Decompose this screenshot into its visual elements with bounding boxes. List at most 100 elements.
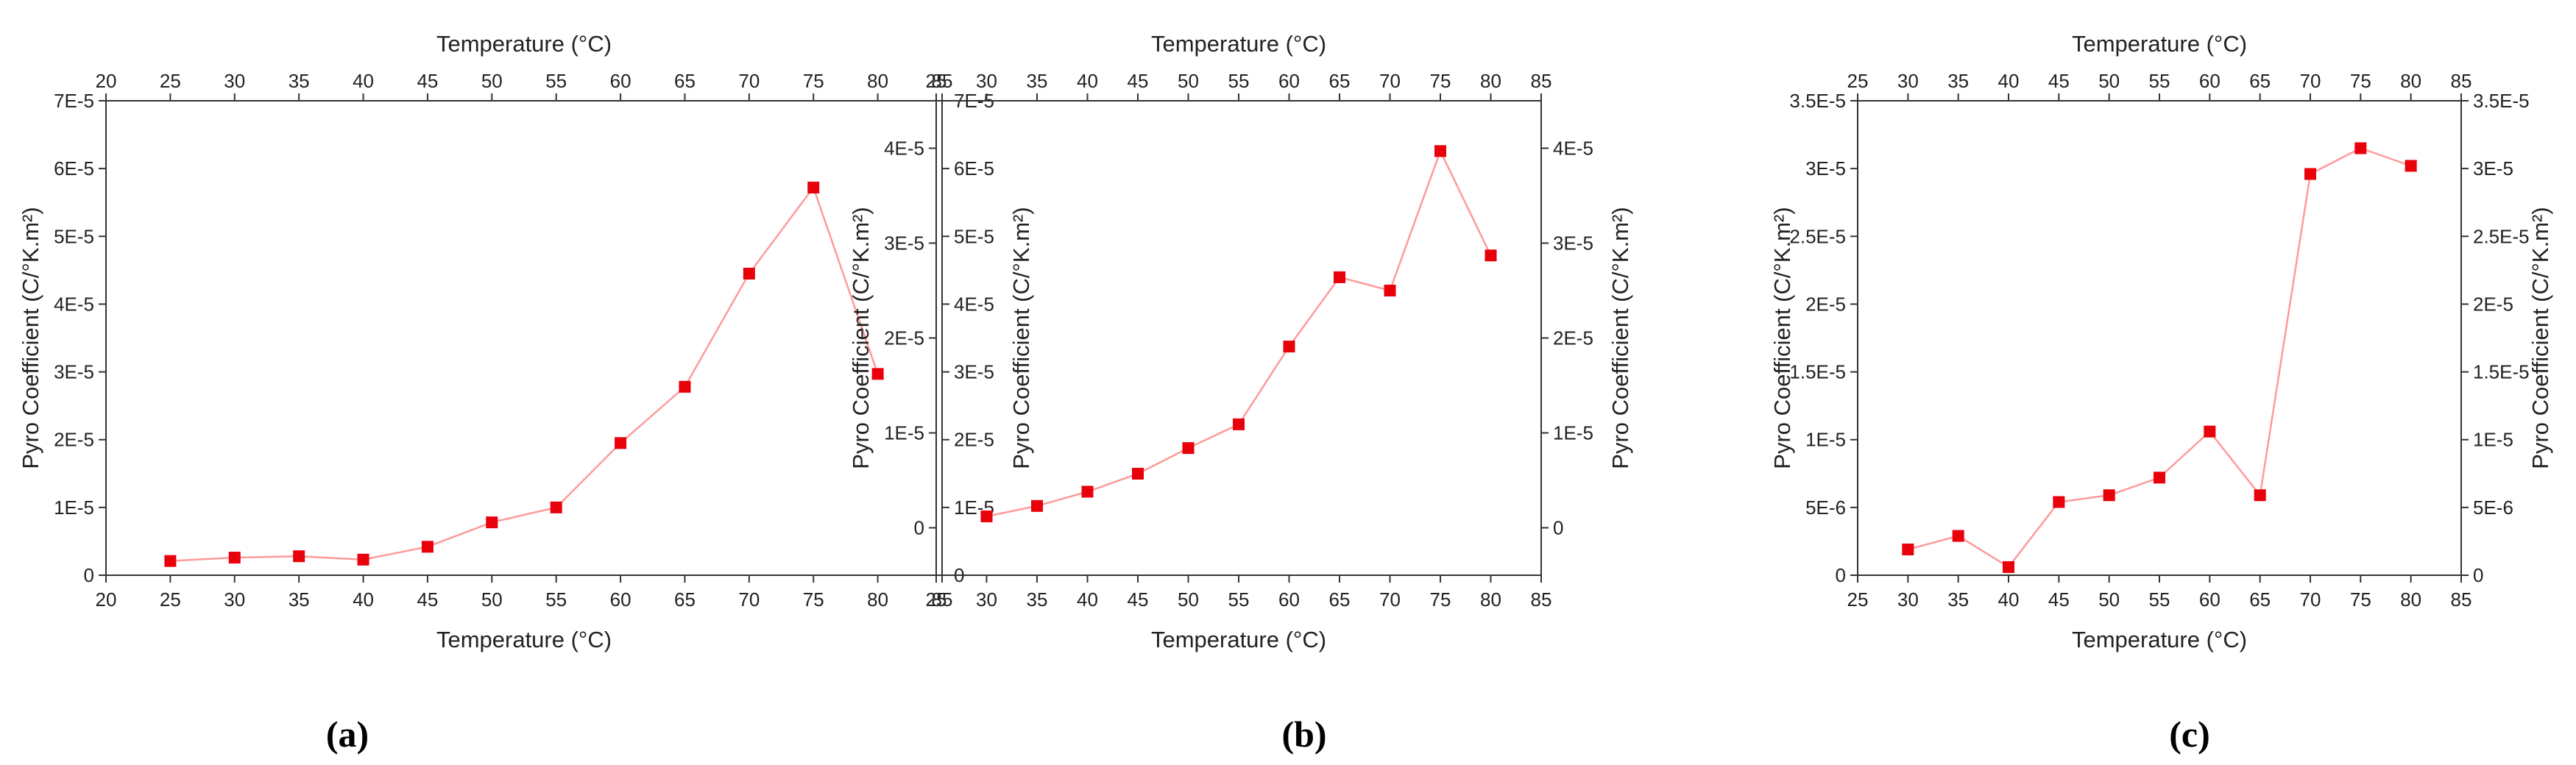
x-tick-label: 60 xyxy=(2199,588,2221,611)
y2-tick-label: 6E-5 xyxy=(954,157,994,179)
y-tick-label: 1.5E-5 xyxy=(1789,361,1846,383)
data-point xyxy=(615,437,627,449)
y2-tick-label: 2E-5 xyxy=(2473,293,2513,315)
data-point xyxy=(2405,160,2417,172)
data-point xyxy=(679,380,691,393)
y-axis-title: Pyro Coefficient (C/°K.m²) xyxy=(1769,207,1795,469)
x-tick-label: 50 xyxy=(1178,588,1199,611)
y-tick-label: 0 xyxy=(84,564,94,586)
x2-tick-label: 55 xyxy=(1228,70,1250,92)
x-axis-title: Temperature (°C) xyxy=(1151,627,1326,652)
x-tick-label: 30 xyxy=(1897,588,1919,611)
data-point xyxy=(228,552,241,564)
x-tick-label: 45 xyxy=(417,588,438,611)
data-point xyxy=(164,555,177,567)
y-tick-label: 2E-5 xyxy=(884,327,924,349)
data-point xyxy=(357,553,369,566)
x2-tick-label: 25 xyxy=(1847,70,1869,92)
x2-tick-label: 50 xyxy=(481,70,503,92)
x-tick-label: 40 xyxy=(1077,588,1098,611)
y2-tick-label: 0 xyxy=(1553,517,1563,539)
x-tick-label: 75 xyxy=(803,588,824,611)
x-tick-label: 55 xyxy=(2149,588,2170,611)
x2-tick-label: 45 xyxy=(417,70,438,92)
y-tick-label: 3E-5 xyxy=(54,361,94,383)
x2-tick-label: 75 xyxy=(803,70,824,92)
x2-axis-title: Temperature (°C) xyxy=(1151,31,1326,57)
x-tick-label: 65 xyxy=(1329,588,1351,611)
data-point xyxy=(1434,145,1446,157)
x-tick-label: 35 xyxy=(1027,588,1048,611)
data-point xyxy=(421,541,434,553)
x2-tick-label: 65 xyxy=(2249,70,2271,92)
x2-tick-label: 40 xyxy=(1998,70,2020,92)
y2-tick-label: 3E-5 xyxy=(1553,232,1593,255)
x-tick-label: 50 xyxy=(481,588,503,611)
data-point xyxy=(980,510,993,523)
y-axis-title: Pyro Coefficient (C/°K.m²) xyxy=(18,207,43,469)
y-tick-label: 3.5E-5 xyxy=(1789,90,1846,112)
y-axis-title: Pyro Coefficient (C/°K.m²) xyxy=(848,207,874,469)
x-tick-label: 85 xyxy=(1531,588,1552,611)
data-point xyxy=(1334,271,1345,283)
series-line xyxy=(1907,147,2412,569)
x-tick-label: 70 xyxy=(738,588,760,611)
x2-axis-title: Temperature (°C) xyxy=(2072,31,2247,57)
x2-tick-label: 30 xyxy=(1897,70,1919,92)
data-point xyxy=(2204,425,2216,438)
y-tick-label: 5E-5 xyxy=(54,225,94,247)
data-point xyxy=(2304,168,2316,180)
x2-tick-label: 80 xyxy=(2400,70,2421,92)
x2-tick-label: 35 xyxy=(289,70,310,92)
data-point xyxy=(1952,530,1964,542)
y2-tick-label: 0 xyxy=(2473,564,2483,586)
y-tick-label: 1E-5 xyxy=(884,422,924,444)
x-tick-label: 75 xyxy=(2350,588,2371,611)
x-tick-label: 55 xyxy=(545,588,567,611)
x-tick-label: 25 xyxy=(160,588,181,611)
chart-panel-3: 25 25 30 30 35 35 40 40 45 45 50 50 55 55 60 60 65 65 70 70… xyxy=(1769,31,2553,755)
x2-tick-label: 65 xyxy=(1329,70,1351,92)
y-tick-label: 3E-5 xyxy=(1805,157,1846,179)
x2-tick-label: 75 xyxy=(1430,70,1451,92)
y2-axis-title: Pyro Coefficient (C/°K.m²) xyxy=(1607,207,1633,469)
data-point xyxy=(2154,472,2165,484)
y2-tick-label: 5E-5 xyxy=(954,225,994,247)
x-tick-label: 75 xyxy=(1430,588,1451,611)
y-tick-label: 0 xyxy=(914,517,924,539)
y-tick-label: 6E-5 xyxy=(54,157,94,179)
data-point xyxy=(1283,341,1295,353)
data-point xyxy=(743,267,755,280)
x2-tick-label: 65 xyxy=(674,70,696,92)
x2-tick-label: 55 xyxy=(545,70,567,92)
x2-tick-label: 30 xyxy=(976,70,997,92)
x2-tick-label: 70 xyxy=(2300,70,2321,92)
y-tick-label: 1E-5 xyxy=(54,497,94,519)
x-tick-label: 65 xyxy=(674,588,696,611)
x-axis-title: Temperature (°C) xyxy=(436,627,612,652)
x-tick-label: 85 xyxy=(932,588,953,611)
x-tick-label: 35 xyxy=(289,588,310,611)
y2-tick-label: 1E-5 xyxy=(2473,429,2513,451)
x-tick-label: 30 xyxy=(224,588,245,611)
x2-tick-label: 75 xyxy=(2350,70,2371,92)
x-tick-label: 35 xyxy=(1947,588,1969,611)
x2-tick-label: 60 xyxy=(2199,70,2221,92)
data-point xyxy=(486,516,498,529)
x2-tick-label: 35 xyxy=(1947,70,1969,92)
x-tick-label: 45 xyxy=(2048,588,2070,611)
chart-panel-2: 25 25 30 30 35 35 40 40 45 45 50 50 55 55 60 60 65 65 70 70… xyxy=(848,31,1633,755)
x2-tick-label: 85 xyxy=(1531,70,1552,92)
data-point xyxy=(871,368,884,380)
data-point xyxy=(1182,442,1195,455)
x2-tick-label: 85 xyxy=(932,70,953,92)
data-point xyxy=(293,550,305,563)
x-axis-title: Temperature (°C) xyxy=(2072,627,2247,652)
x2-tick-label: 50 xyxy=(1178,70,1199,92)
x-tick-label: 50 xyxy=(2098,588,2120,611)
data-point xyxy=(2053,496,2065,508)
x2-tick-label: 25 xyxy=(160,70,181,92)
x-tick-label: 30 xyxy=(976,588,997,611)
x-tick-label: 55 xyxy=(1228,588,1250,611)
